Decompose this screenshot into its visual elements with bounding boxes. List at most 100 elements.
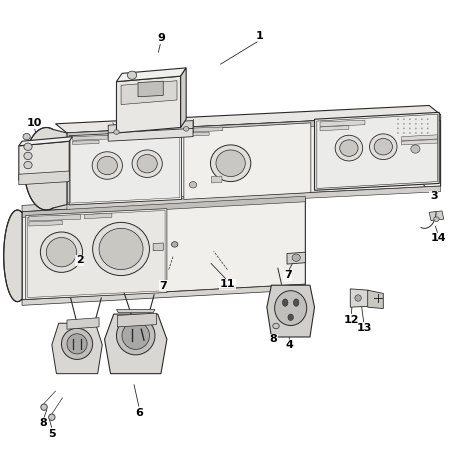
Ellipse shape bbox=[426, 118, 428, 120]
Ellipse shape bbox=[426, 127, 428, 129]
Ellipse shape bbox=[293, 299, 298, 306]
Ellipse shape bbox=[402, 132, 404, 134]
Ellipse shape bbox=[402, 127, 404, 129]
Ellipse shape bbox=[23, 133, 30, 140]
Polygon shape bbox=[22, 196, 305, 218]
Polygon shape bbox=[401, 135, 437, 141]
Ellipse shape bbox=[396, 132, 398, 134]
Text: 8: 8 bbox=[39, 418, 47, 428]
Polygon shape bbox=[4, 210, 22, 302]
Ellipse shape bbox=[97, 156, 117, 175]
Polygon shape bbox=[287, 252, 305, 264]
Ellipse shape bbox=[420, 118, 422, 120]
Ellipse shape bbox=[113, 130, 119, 134]
Polygon shape bbox=[25, 209, 167, 299]
Ellipse shape bbox=[408, 132, 410, 134]
Ellipse shape bbox=[210, 145, 250, 181]
Polygon shape bbox=[121, 81, 176, 104]
Ellipse shape bbox=[420, 123, 422, 125]
Ellipse shape bbox=[414, 132, 416, 134]
Ellipse shape bbox=[274, 291, 306, 325]
Ellipse shape bbox=[24, 162, 32, 169]
Ellipse shape bbox=[116, 316, 155, 355]
Ellipse shape bbox=[92, 152, 122, 179]
Text: 3: 3 bbox=[429, 191, 437, 201]
Polygon shape bbox=[319, 126, 348, 131]
Polygon shape bbox=[116, 310, 155, 313]
Ellipse shape bbox=[369, 134, 396, 160]
Ellipse shape bbox=[49, 414, 55, 420]
Text: 14: 14 bbox=[430, 233, 445, 243]
Ellipse shape bbox=[410, 145, 419, 153]
Text: 5: 5 bbox=[48, 429, 56, 439]
Ellipse shape bbox=[99, 228, 143, 270]
Polygon shape bbox=[116, 68, 186, 82]
Ellipse shape bbox=[132, 150, 162, 178]
Ellipse shape bbox=[426, 123, 428, 125]
Polygon shape bbox=[428, 211, 443, 220]
Text: 7: 7 bbox=[283, 270, 291, 280]
Ellipse shape bbox=[137, 154, 157, 173]
Polygon shape bbox=[153, 243, 163, 251]
Text: 10: 10 bbox=[26, 118, 42, 128]
Ellipse shape bbox=[426, 132, 428, 134]
Text: 11: 11 bbox=[219, 279, 235, 289]
Polygon shape bbox=[22, 196, 305, 300]
Ellipse shape bbox=[122, 322, 149, 349]
Ellipse shape bbox=[40, 232, 82, 272]
Ellipse shape bbox=[408, 123, 410, 125]
Polygon shape bbox=[116, 76, 180, 133]
Polygon shape bbox=[67, 186, 440, 210]
Polygon shape bbox=[67, 114, 440, 139]
Text: 9: 9 bbox=[156, 33, 164, 43]
Polygon shape bbox=[104, 314, 167, 374]
Polygon shape bbox=[67, 114, 440, 205]
Polygon shape bbox=[84, 213, 112, 218]
Ellipse shape bbox=[288, 314, 293, 321]
Text: 1: 1 bbox=[255, 31, 263, 41]
Ellipse shape bbox=[402, 118, 404, 120]
Polygon shape bbox=[319, 120, 364, 126]
Ellipse shape bbox=[127, 71, 136, 79]
Text: 13: 13 bbox=[356, 323, 371, 333]
Text: 8: 8 bbox=[269, 334, 277, 344]
Text: 7: 7 bbox=[159, 281, 167, 291]
Polygon shape bbox=[401, 139, 437, 145]
Ellipse shape bbox=[354, 295, 361, 301]
Ellipse shape bbox=[414, 127, 416, 129]
Ellipse shape bbox=[183, 126, 188, 131]
Polygon shape bbox=[180, 68, 186, 127]
Polygon shape bbox=[108, 121, 193, 138]
Ellipse shape bbox=[420, 132, 422, 134]
Text: 6: 6 bbox=[135, 408, 143, 418]
Polygon shape bbox=[52, 323, 102, 374]
Polygon shape bbox=[211, 176, 221, 183]
Polygon shape bbox=[183, 123, 310, 200]
Ellipse shape bbox=[396, 127, 398, 129]
Ellipse shape bbox=[414, 118, 416, 120]
Polygon shape bbox=[108, 128, 193, 141]
Polygon shape bbox=[19, 171, 69, 185]
Ellipse shape bbox=[41, 404, 47, 410]
Ellipse shape bbox=[373, 139, 392, 155]
Ellipse shape bbox=[46, 238, 76, 267]
Ellipse shape bbox=[61, 328, 93, 360]
Polygon shape bbox=[186, 132, 209, 136]
Ellipse shape bbox=[396, 118, 398, 120]
Polygon shape bbox=[67, 318, 99, 329]
Polygon shape bbox=[314, 113, 438, 190]
Ellipse shape bbox=[93, 222, 149, 276]
Polygon shape bbox=[367, 290, 382, 309]
Polygon shape bbox=[138, 81, 163, 97]
Text: 12: 12 bbox=[343, 315, 358, 325]
Polygon shape bbox=[72, 135, 110, 140]
Polygon shape bbox=[29, 220, 62, 226]
Ellipse shape bbox=[189, 181, 196, 188]
Ellipse shape bbox=[24, 152, 32, 160]
Polygon shape bbox=[117, 313, 156, 327]
Polygon shape bbox=[19, 137, 72, 146]
Polygon shape bbox=[72, 140, 99, 144]
Ellipse shape bbox=[408, 127, 410, 129]
Ellipse shape bbox=[24, 143, 32, 151]
Ellipse shape bbox=[291, 254, 300, 261]
